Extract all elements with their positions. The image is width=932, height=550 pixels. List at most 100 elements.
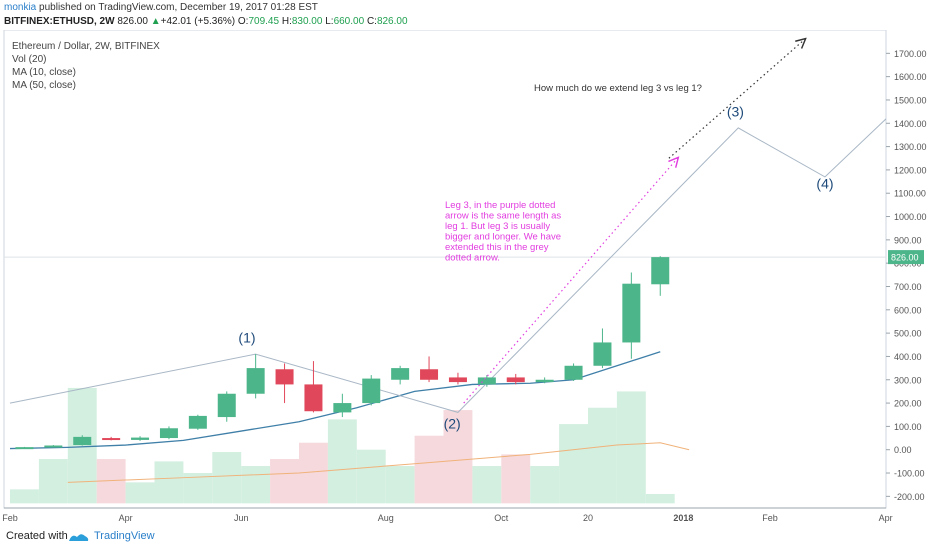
candle-body[interactable] [304, 384, 323, 412]
legend-indicator-ma10[interactable]: MA (10, close) [12, 67, 76, 78]
y-tick-label: 700.00 [894, 282, 922, 292]
open-value: 709.45 [248, 16, 280, 27]
y-tick-label: 1300.00 [894, 142, 927, 152]
annotation-purple-line[interactable]: arrow is the same length as [445, 211, 561, 222]
y-tick-label: -200.00 [894, 492, 925, 502]
price-chart[interactable]: 1700.00 1600.00 1500.00 1400.00 1300.00 1200.… [0, 30, 932, 524]
annotation-purple-line[interactable]: bigger and longer. We have [445, 232, 561, 243]
annotation-purple-line[interactable]: extended this in the grey [445, 242, 549, 253]
candle-body[interactable] [333, 403, 352, 413]
last-price-tag: 826.00 [891, 253, 919, 263]
y-tick-label: 1600.00 [894, 72, 927, 82]
x-tick-label: Feb [2, 513, 18, 523]
x-tick-label: 2018 [673, 513, 693, 523]
price-change: +42.01 (+5.36%) [160, 16, 236, 27]
volume-bar [385, 466, 415, 504]
volume-bar [154, 461, 184, 504]
volume-bar [241, 466, 271, 504]
wave-label[interactable]: (1) [238, 329, 255, 345]
y-tick-label: 500.00 [894, 329, 922, 339]
symbol-ohlc-line: BITFINEX:ETHUSD, 2W 826.00 ▲+42.01 (+5.3… [4, 16, 408, 27]
candle-body[interactable] [593, 342, 612, 366]
volume-bar [356, 449, 386, 504]
candle-body[interactable] [217, 393, 236, 418]
symbol-label: BITFINEX:ETHUSD, 2W [4, 16, 115, 27]
volume-bar [10, 489, 39, 504]
annotation-question[interactable]: How much do we extend leg 3 vs leg 1? [534, 83, 702, 94]
wave-label[interactable]: (4) [816, 176, 833, 192]
annotation-purple-line[interactable]: Leg 3, in the purple dotted [445, 200, 555, 211]
footer: Created with TradingView [0, 524, 932, 550]
x-tick-label: 20 [583, 513, 593, 523]
candle-body[interactable] [477, 377, 496, 385]
volume-bar [414, 435, 444, 504]
y-tick-label: 0.00 [894, 445, 912, 455]
volume-bar [501, 454, 531, 504]
volume-bar [588, 407, 617, 504]
annotation-purple-line[interactable]: leg 1. But leg 3 is usually [445, 221, 550, 232]
candle-body[interactable] [15, 447, 34, 450]
x-tick-label: Jun [234, 513, 249, 523]
candle-body[interactable] [159, 428, 178, 439]
candle-body[interactable] [275, 369, 294, 385]
wave-label[interactable]: (3) [727, 103, 744, 119]
candle-body[interactable] [420, 369, 439, 380]
candle-body[interactable] [188, 415, 207, 429]
candle-body[interactable] [131, 437, 150, 440]
low-value: 660.00 [333, 16, 365, 27]
y-tick-label: 900.00 [894, 235, 922, 245]
candle-body[interactable] [564, 365, 583, 380]
created-with-label: Created with [6, 530, 68, 542]
volume-bar [530, 466, 560, 504]
x-tick-label: Feb [762, 513, 778, 523]
candle-body[interactable] [362, 378, 381, 404]
tradingview-brand-link[interactable]: TradingView [94, 530, 155, 542]
chart-header: monkia published on TradingView.com, Dec… [0, 0, 932, 30]
volume-bar [67, 387, 97, 504]
tradingview-logo-icon[interactable] [68, 530, 90, 544]
y-tick-label: 100.00 [894, 422, 922, 432]
candle-body[interactable] [246, 368, 265, 394]
annotation-purple-line[interactable]: dotted arrow. [445, 253, 500, 264]
y-tick-label: 300.00 [894, 375, 922, 385]
candle-body[interactable] [448, 377, 467, 383]
high-label: H: [281, 16, 292, 27]
candle-body[interactable] [102, 438, 121, 441]
volume-bar [125, 482, 155, 504]
legend-indicator-ma50[interactable]: MA (50, close) [12, 80, 76, 91]
candle-body[interactable] [44, 445, 63, 448]
x-tick-label: Oct [494, 513, 509, 523]
volume-bar [616, 391, 646, 504]
volume-bar [443, 410, 473, 504]
ma50-line [67, 442, 690, 483]
legend-title: Ethereum / Dollar, 2W, BITFINEX [12, 41, 160, 52]
close-value: 826.00 [376, 16, 408, 27]
y-tick-label: 1400.00 [894, 119, 927, 129]
y-tick-label: 1200.00 [894, 165, 927, 175]
volume-bar [212, 452, 242, 504]
open-label: O: [237, 16, 249, 27]
candle-body[interactable] [535, 379, 554, 383]
legend-indicator-vol[interactable]: Vol (20) [12, 54, 47, 65]
candle-body[interactable] [73, 436, 92, 446]
wave-path-line[interactable] [9, 100, 906, 413]
black-dotted-arrow[interactable] [668, 39, 805, 159]
up-arrow-icon: ▲ [150, 16, 161, 27]
candle-body[interactable] [622, 283, 641, 343]
volume-bar [183, 473, 213, 504]
author-link[interactable]: monkia [4, 2, 37, 13]
publish-info: monkia published on TradingView.com, Dec… [4, 2, 318, 13]
high-value: 830.00 [291, 16, 323, 27]
candle-body[interactable] [391, 368, 410, 380]
last-price-badge [888, 250, 924, 265]
wave-label[interactable]: (2) [444, 416, 461, 432]
y-tick-label: 600.00 [894, 305, 922, 315]
volume-bar [327, 419, 357, 504]
candle-body[interactable] [506, 377, 525, 383]
volume-bar [645, 494, 675, 504]
y-tick-label: 1100.00 [894, 189, 926, 199]
x-tick-label: Apr [119, 513, 133, 523]
candle-body[interactable] [651, 257, 670, 285]
y-tick-label: 1500.00 [894, 95, 927, 105]
purple-dotted-arrow[interactable] [463, 158, 678, 404]
